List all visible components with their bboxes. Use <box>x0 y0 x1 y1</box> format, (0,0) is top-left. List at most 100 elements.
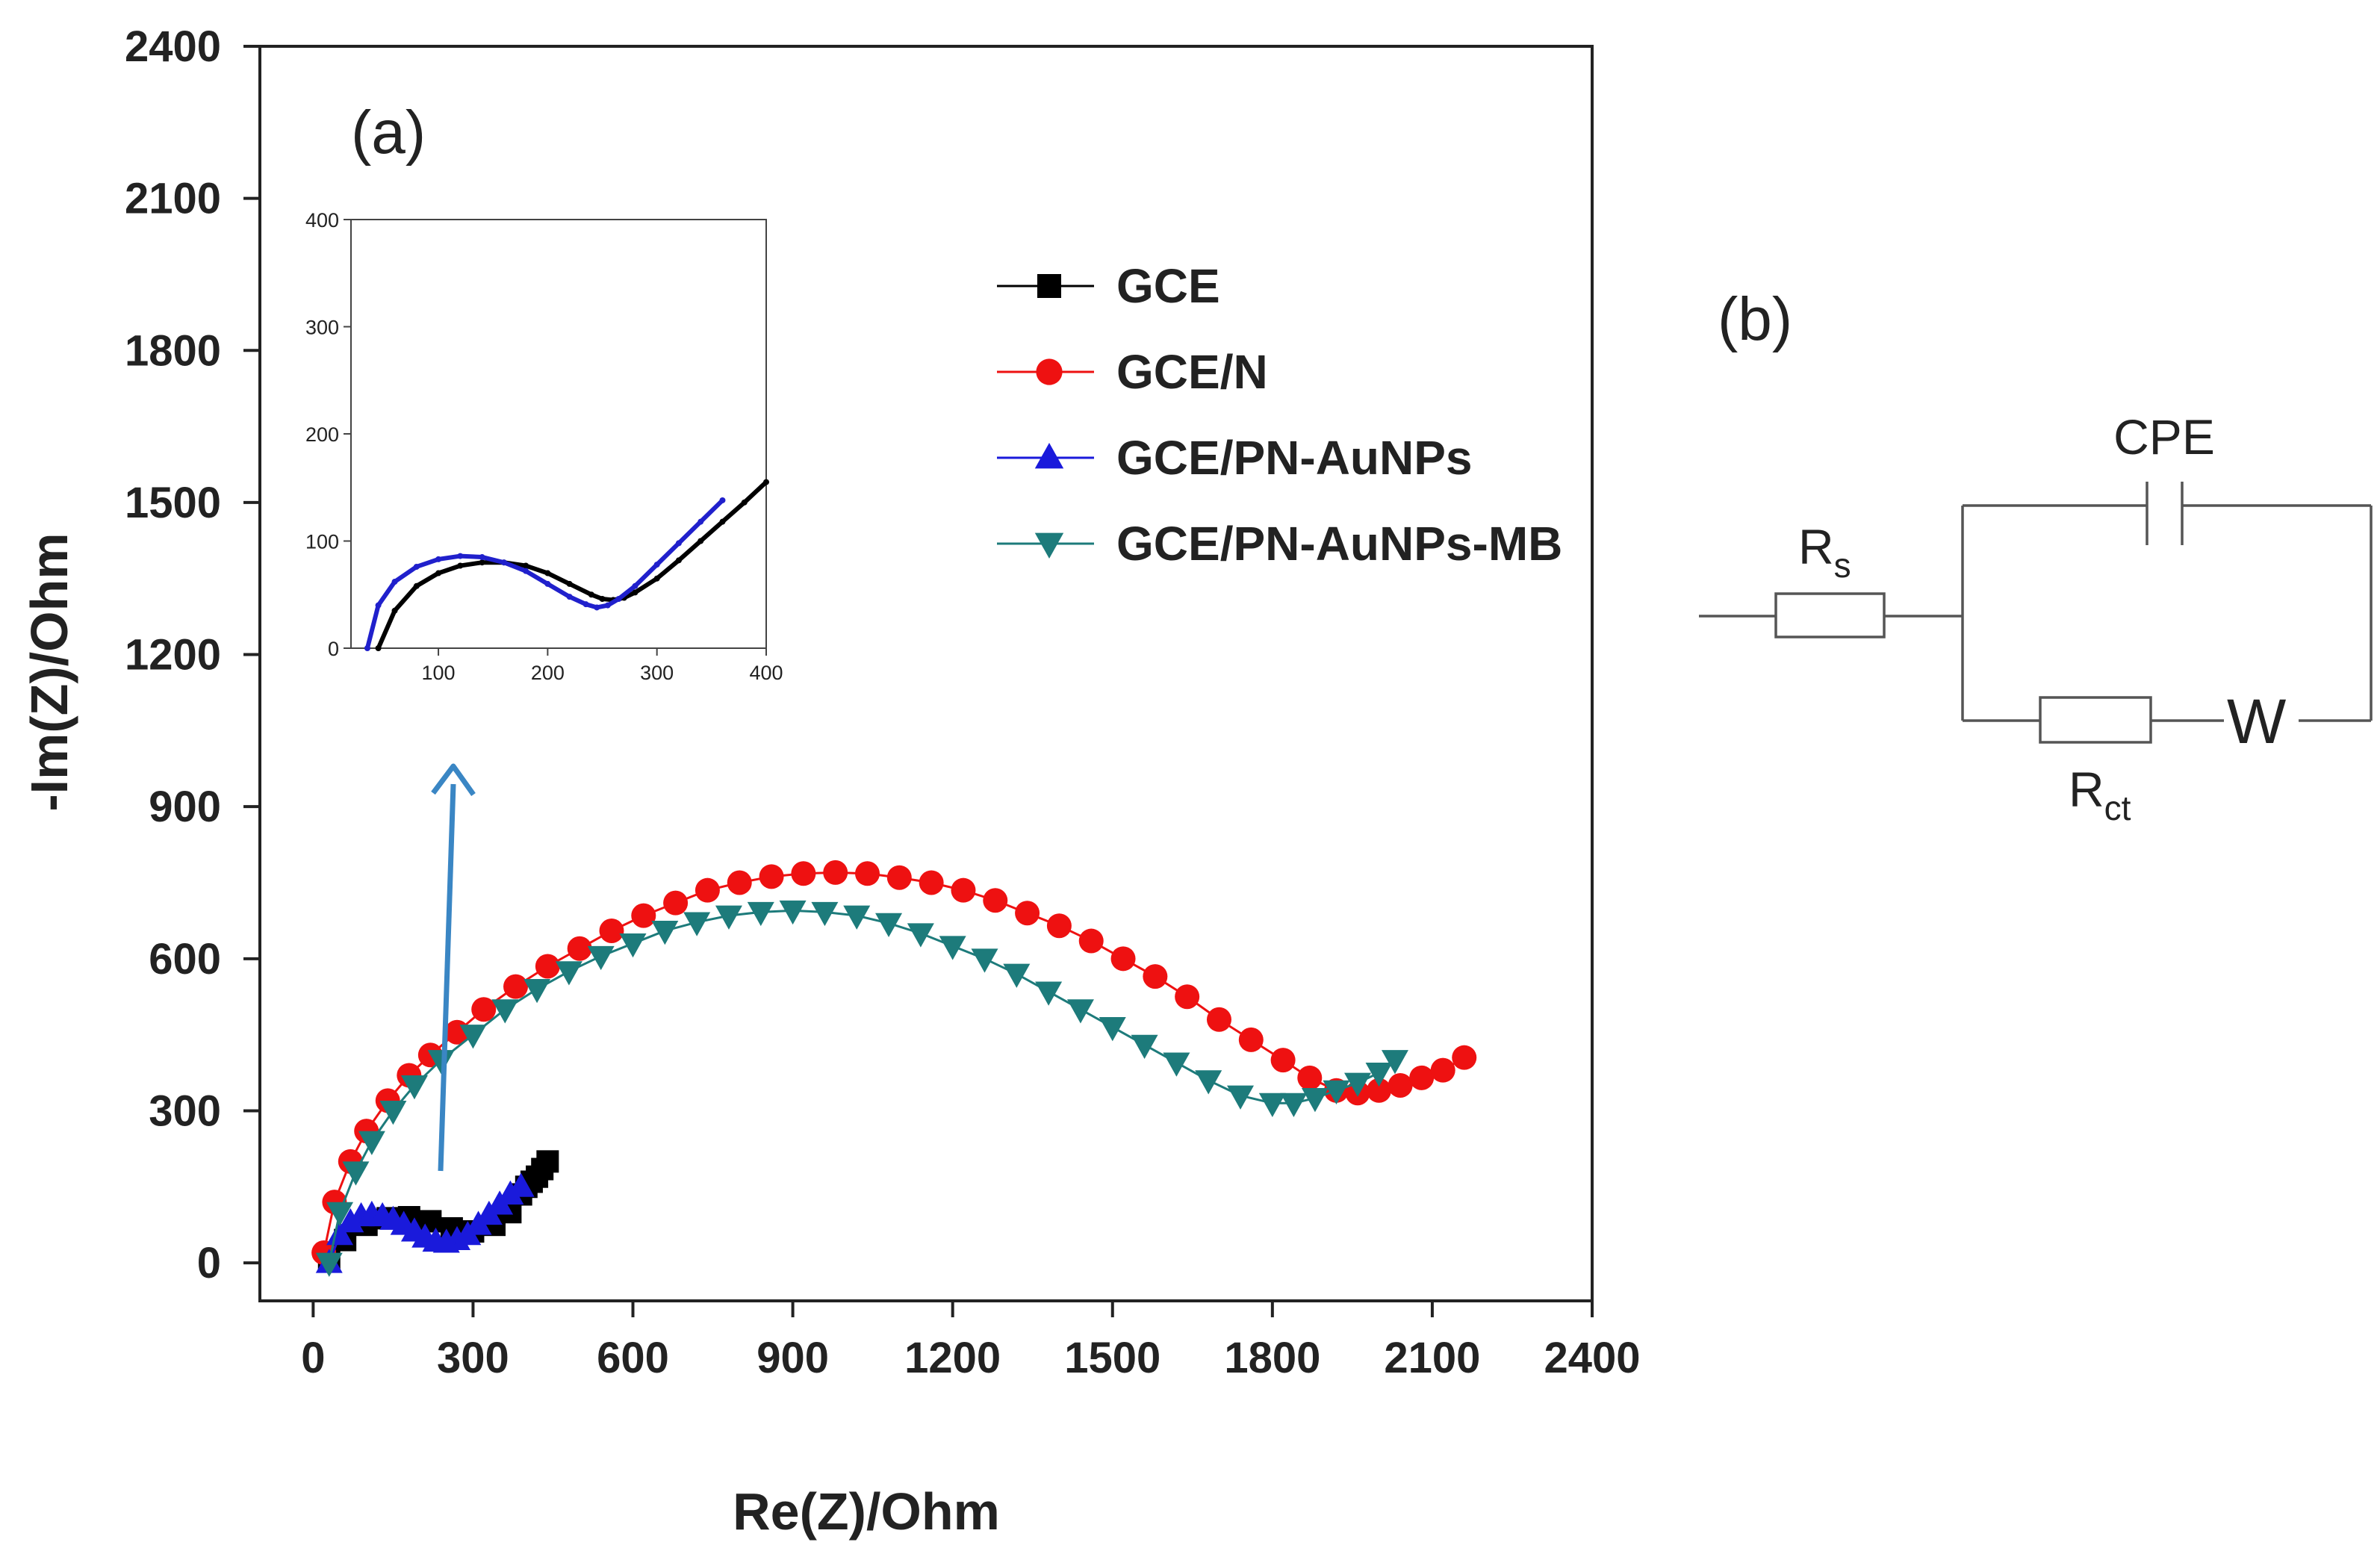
x-tick-label: 1500 <box>1064 1334 1161 1382</box>
inset-data-point-1 <box>364 645 370 651</box>
x-tick-label: 600 <box>597 1334 669 1382</box>
main-plot-frame <box>258 45 1594 1302</box>
data-point-1 <box>471 997 497 1022</box>
legend-label: GCE/PN-AuNPs-MB <box>1116 517 1562 571</box>
data-point-3 <box>1035 981 1063 1006</box>
data-point-3 <box>1195 1070 1222 1095</box>
data-point-3 <box>651 920 679 945</box>
y-tick-label: 900 <box>149 783 221 831</box>
rs-label: Rs <box>1798 519 1851 585</box>
inset-data-point-1 <box>632 582 639 589</box>
data-point-3 <box>779 900 807 925</box>
inset-data-point-0 <box>566 580 573 587</box>
data-point-3 <box>683 912 711 936</box>
data-point-1 <box>886 865 912 890</box>
inset-data-point-1 <box>582 601 589 608</box>
y-tick-label: 1800 <box>125 326 221 375</box>
data-point-3 <box>459 1025 487 1049</box>
data-point-1 <box>1297 1065 1323 1090</box>
data-point-3 <box>427 1050 455 1075</box>
inset-data-point-1 <box>435 556 442 562</box>
inset-data-point-1 <box>653 562 660 568</box>
data-point-3 <box>491 999 519 1024</box>
inset-data-point-1 <box>544 580 551 587</box>
rct-resistor <box>2039 696 2152 744</box>
equivalent-circuit: (b) Rs CPE Rct W <box>1699 285 2373 827</box>
data-point-3 <box>1381 1050 1408 1075</box>
panel-label-b: (b) <box>1718 285 1792 353</box>
inset-data-point-1 <box>615 595 622 602</box>
inset-data-point-0 <box>435 570 442 577</box>
inset-data-point-1 <box>375 602 382 609</box>
inset-y-tick-label: 300 <box>305 317 339 339</box>
inset-data-point-0 <box>719 518 726 525</box>
data-point-3 <box>315 1252 343 1277</box>
x-tick-label: 1800 <box>1224 1334 1320 1382</box>
inset-data-layer <box>364 479 769 651</box>
inset-data-point-1 <box>675 540 682 547</box>
data-point-3 <box>587 945 615 971</box>
inset-data-point-0 <box>588 591 594 598</box>
inset-data-point-0 <box>375 645 382 651</box>
inset-data-point-0 <box>763 479 769 485</box>
inset-data-point-1 <box>523 568 529 574</box>
data-point-1 <box>567 936 592 961</box>
data-point-3 <box>358 1131 385 1155</box>
inset-x-tick-label: 100 <box>422 662 456 684</box>
data-point-2 <box>337 1208 364 1233</box>
data-point-1 <box>727 870 752 895</box>
data-point-1 <box>631 903 656 928</box>
inset-y-tick-label: 100 <box>305 531 339 553</box>
x-axis-title: Re(Z)/Ohm <box>733 1482 1000 1541</box>
inset-axes: 100 200 300 400 0 100 200 300 400 <box>305 209 783 684</box>
inset-plot-frame <box>350 219 767 649</box>
data-point-3 <box>1365 1063 1393 1087</box>
data-point-3 <box>1131 1034 1158 1059</box>
inset-y-tick-label: 0 <box>328 638 339 660</box>
y-axis-title: -Im(Z)/Ohm <box>20 532 78 811</box>
data-point-3 <box>342 1161 370 1186</box>
data-point-3 <box>715 905 742 930</box>
inset-data-point-0 <box>697 538 704 544</box>
warburg-label: W <box>2227 686 2286 756</box>
data-point-3 <box>555 961 582 986</box>
x-tick-label: 2100 <box>1384 1334 1480 1382</box>
inset-data-point-1 <box>566 594 573 600</box>
data-point-1 <box>535 954 560 979</box>
inset-data-point-1 <box>594 604 600 611</box>
inset-data-point-0 <box>457 562 464 569</box>
data-point-3 <box>1344 1072 1372 1097</box>
data-point-1 <box>1015 901 1040 926</box>
y-tick-label: 1500 <box>125 479 221 527</box>
inset-data-point-1 <box>391 579 398 585</box>
inset-data-point-1 <box>697 518 704 525</box>
data-point-1 <box>791 861 816 886</box>
inset-data-point-0 <box>523 562 529 569</box>
legend-marker <box>1034 532 1064 559</box>
y-tick-label: 2400 <box>125 22 221 71</box>
inset-data-point-1 <box>479 554 485 561</box>
data-point-3 <box>619 933 647 958</box>
data-point-1 <box>1046 913 1072 939</box>
data-point-3 <box>1099 1016 1126 1042</box>
legend-marker <box>1034 443 1064 469</box>
main-axes: 0 300 600 900 1200 1500 1800 2100 2400 0 300 600 900… <box>125 22 1641 1382</box>
y-tick-label: 0 <box>197 1239 221 1287</box>
data-point-1 <box>1110 946 1136 972</box>
x-tick-label: 2400 <box>1544 1334 1640 1382</box>
inset-x-tick-label: 400 <box>749 662 783 684</box>
data-point-3 <box>1301 1087 1329 1113</box>
data-point-3 <box>326 1202 354 1226</box>
data-point-3 <box>379 1100 407 1125</box>
data-point-1 <box>919 870 944 895</box>
inset-data-point-1 <box>457 553 464 559</box>
inset-x-tick-label: 200 <box>531 662 565 684</box>
y-tick-label: 1200 <box>125 631 221 680</box>
legend-marker <box>1037 274 1061 298</box>
legend: GCE GCE/N GCE/PN-AuNPs GCE/PN-AuNPs-MB <box>997 259 1562 571</box>
panel-label-a: (a) <box>351 99 426 167</box>
rct-label: Rct <box>2069 762 2131 827</box>
data-point-3 <box>400 1075 428 1100</box>
main-nyquist-plot: 0 300 600 900 1200 1500 1800 2100 2400 0 300 600 900… <box>20 22 1641 1541</box>
data-point-1 <box>1270 1048 1296 1073</box>
